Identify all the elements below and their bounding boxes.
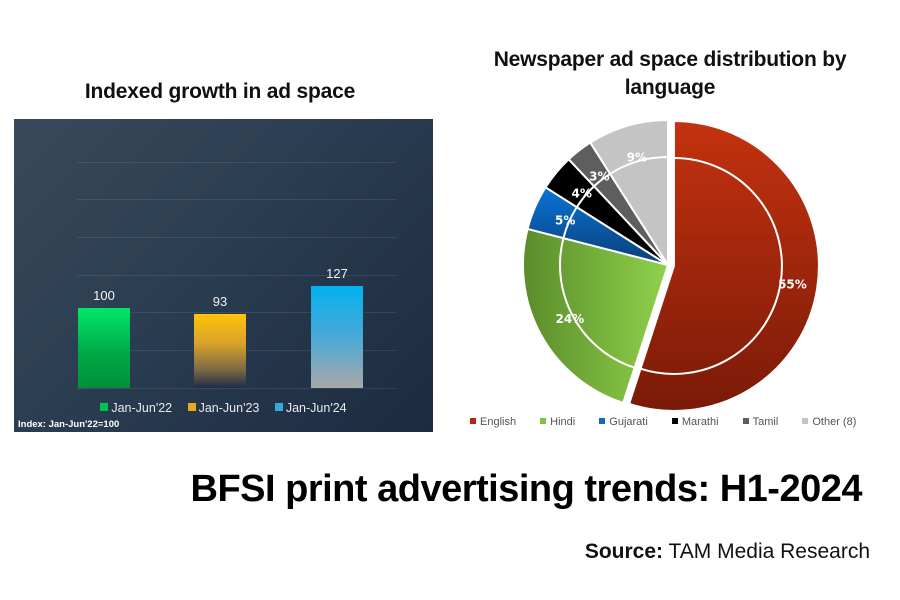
legend-label: Other (8) xyxy=(812,416,857,428)
pie-value-label: 3% xyxy=(589,170,609,184)
pie-slices xyxy=(522,118,820,412)
legend-item-gujarati: Gujarati xyxy=(599,416,648,428)
legend-item-english: English xyxy=(470,416,516,428)
pie-value-label: 55% xyxy=(778,278,807,292)
legend-label: Tamil xyxy=(752,416,779,428)
inner-ring xyxy=(609,156,669,175)
pie-value-label: 24% xyxy=(555,312,584,326)
legend-swatch-icon xyxy=(100,403,109,411)
pie-chart-title: Newspaper ad space distribution by langu… xyxy=(493,48,847,99)
legend-item-hindi: Hindi xyxy=(540,416,575,428)
pie-labels: 55% 24% 5% 4% 3% 9% xyxy=(555,150,807,326)
legend-swatch-icon xyxy=(540,418,547,424)
legend-item: Jan-Jun'22 xyxy=(100,401,172,415)
legend-swatch-icon xyxy=(274,403,283,411)
bar-jan-jun-23 xyxy=(194,313,246,388)
inner-ring xyxy=(640,156,783,375)
legend-item: Jan-Jun'24 xyxy=(274,401,347,415)
legend-label: Marathi xyxy=(681,416,719,428)
legend-item-marathi: Marathi xyxy=(671,416,719,428)
legend-swatch-icon xyxy=(187,403,196,411)
pie-value-label: 5% xyxy=(555,214,575,228)
legend-label: English xyxy=(480,416,517,428)
inner-ring xyxy=(559,237,635,369)
pie-chart: 55% 24% 5% 4% 3% 9% xyxy=(522,118,820,412)
legend-item: Jan-Jun'23 xyxy=(187,401,260,415)
pie-value-label: 4% xyxy=(572,187,592,201)
gridline-baseline xyxy=(77,388,397,389)
pie-slice-english xyxy=(627,119,820,412)
legend-swatch-icon xyxy=(470,418,476,424)
bar-value-label: 100 xyxy=(93,288,115,303)
pie-value-label: 9% xyxy=(627,150,647,164)
bar-chart: 100 93 127 Jan-Jun'22 Jan-Jun'23 Jan-Jun… xyxy=(14,119,433,432)
gridline xyxy=(77,237,397,238)
gridline xyxy=(77,199,397,200)
source-credit: Source: TAM Media Research xyxy=(400,540,870,564)
legend-label: Hindi xyxy=(550,416,576,428)
bar-chart-legend: Jan-Jun'22 Jan-Jun'23 Jan-Jun'24 xyxy=(14,401,433,415)
legend-item-tamil: Tamil xyxy=(742,416,779,428)
legend-label: Jan-Jun'22 xyxy=(111,401,173,415)
bar-chart-title: Indexed growth in ad space xyxy=(84,80,356,103)
gridline xyxy=(77,162,397,163)
bar-value-label: 93 xyxy=(212,293,228,309)
gridline xyxy=(77,312,397,313)
legend-swatch-icon xyxy=(742,418,749,424)
legend-label: Jan-Jun'24 xyxy=(285,401,347,415)
legend-swatch-icon xyxy=(802,418,809,424)
source-value: TAM Media Research xyxy=(668,540,870,563)
pie-slice-other-8 xyxy=(588,118,669,269)
gridline xyxy=(77,275,397,276)
legend-label: Jan-Jun'23 xyxy=(198,401,260,415)
legend-item-other: Other (8) xyxy=(802,416,856,428)
bar-jan-jun-22 xyxy=(78,308,130,388)
legend-swatch-icon xyxy=(671,418,678,424)
source-label: Source: xyxy=(584,540,664,563)
pie-chart-legend: English Hindi Gujarati Marathi Tamil Oth… xyxy=(470,416,890,428)
legend-swatch-icon xyxy=(599,418,606,424)
bar-value-label: 127 xyxy=(326,266,348,282)
legend-label: Gujarati xyxy=(609,416,648,428)
bar-jan-jun-24 xyxy=(311,286,363,388)
index-note: Index: Jan-Jun'22=100 xyxy=(18,419,120,430)
headline: BFSI print advertising trends: H1-2024 xyxy=(190,468,863,510)
